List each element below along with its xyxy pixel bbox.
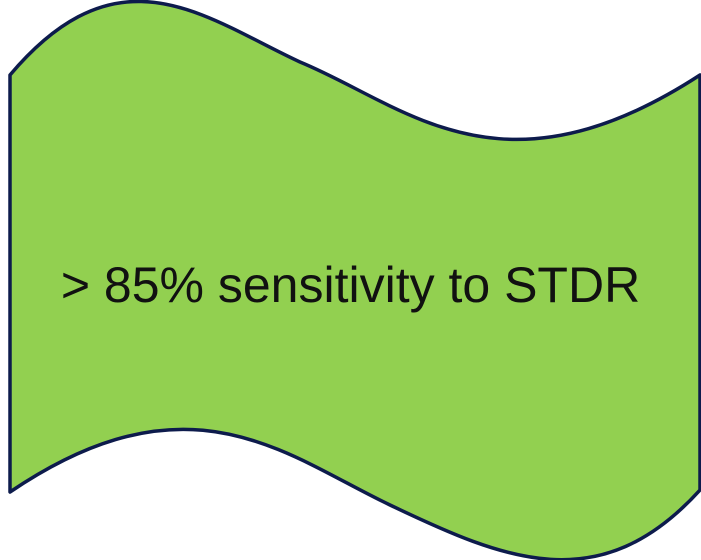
wave-banner-label: > 85% sensitivity to STDR: [60, 257, 641, 313]
wave-outline: [8, 0, 701, 560]
